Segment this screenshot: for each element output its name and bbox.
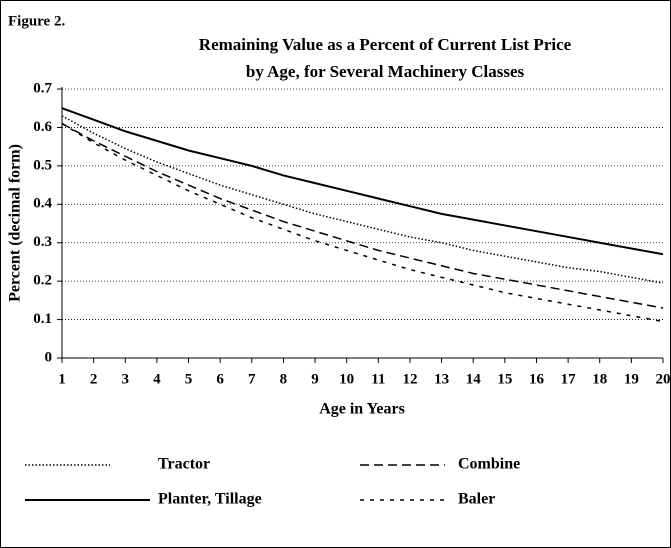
x-tick-label: 7 xyxy=(248,371,256,387)
x-tick-label: 14 xyxy=(466,371,482,387)
legend-label: Baler xyxy=(458,491,495,508)
x-tick-label: 6 xyxy=(216,371,224,387)
x-tick-label: 17 xyxy=(561,371,577,387)
x-tick-label: 19 xyxy=(624,371,639,387)
x-tick-label: 11 xyxy=(371,371,385,387)
series-line xyxy=(61,122,664,309)
x-tick-label: 4 xyxy=(153,371,161,387)
y-tick-label: 0.3 xyxy=(33,234,52,250)
x-tick-label: 5 xyxy=(185,371,193,387)
x-tick-label: 10 xyxy=(339,371,354,387)
x-tick-label: 20 xyxy=(656,371,671,387)
x-tick-label: 3 xyxy=(122,371,130,387)
x-tick-label: 18 xyxy=(592,371,607,387)
chart-subtitle: by Age, for Several Machinery Classes xyxy=(246,62,525,81)
series-line xyxy=(61,115,664,284)
y-tick-label: 0.6 xyxy=(33,119,52,135)
y-tick-label: 0 xyxy=(45,349,53,365)
y-tick-label: 0.5 xyxy=(33,157,52,173)
figure-label: Figure 2. xyxy=(8,13,65,29)
x-tick-label: 1 xyxy=(58,371,66,387)
y-tick-label: 0.4 xyxy=(33,196,52,212)
x-tick-label: 8 xyxy=(280,371,288,387)
x-tick-label: 9 xyxy=(311,371,319,387)
x-tick-label: 16 xyxy=(529,371,545,387)
x-axis-label: Age in Years xyxy=(319,401,405,418)
x-tick-label: 15 xyxy=(497,371,512,387)
x-tick-label: 12 xyxy=(402,371,417,387)
x-tick-label: 2 xyxy=(90,371,98,387)
legend-label: Planter, Tillage xyxy=(158,491,262,508)
legend-label: Combine xyxy=(458,456,520,473)
y-tick-label: 0.1 xyxy=(33,311,52,327)
chart-title: Remaining Value as a Percent of Current … xyxy=(199,35,572,54)
series-line xyxy=(61,107,664,256)
y-tick-label: 0.7 xyxy=(33,80,52,96)
x-tick-label: 13 xyxy=(434,371,449,387)
y-tick-label: 0.2 xyxy=(33,273,52,289)
legend-label: Tractor xyxy=(158,456,210,473)
y-axis-label: Percent (decimal form) xyxy=(7,144,24,302)
